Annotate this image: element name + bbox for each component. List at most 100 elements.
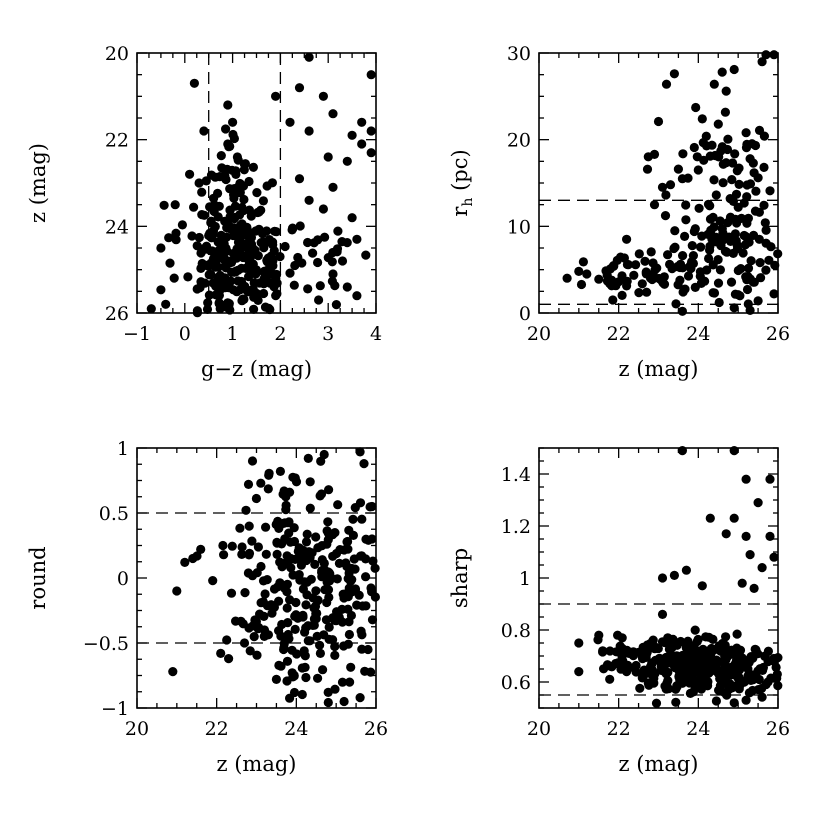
data-point <box>235 285 245 295</box>
data-point <box>716 241 726 251</box>
y-tick-label: 0 <box>519 303 531 325</box>
data-point <box>681 565 692 575</box>
data-point <box>361 250 371 260</box>
data-point <box>298 545 308 556</box>
data-point <box>754 125 765 135</box>
x-tick-label: 22 <box>607 323 631 345</box>
data-point <box>343 544 353 554</box>
data-point <box>333 226 343 236</box>
data-point <box>634 249 644 259</box>
data-point <box>249 632 259 642</box>
data-point <box>741 128 751 138</box>
data-point <box>240 588 250 598</box>
data-point <box>761 265 771 275</box>
data-point <box>235 179 245 189</box>
data-point <box>231 267 241 277</box>
data-point <box>284 634 294 644</box>
data-point <box>574 638 584 648</box>
data-point <box>227 541 237 551</box>
data-point <box>244 550 254 560</box>
y-axis-label: sharp <box>448 548 472 608</box>
data-point <box>282 551 292 561</box>
data-point <box>617 643 627 654</box>
data-point <box>705 241 715 251</box>
data-point <box>172 586 182 596</box>
data-point <box>317 567 327 578</box>
data-point <box>658 666 668 676</box>
data-point <box>347 213 357 223</box>
data-point <box>754 207 765 217</box>
data-point <box>642 164 653 174</box>
y-axis-label: z (mag) <box>26 143 50 223</box>
data-point <box>219 253 229 264</box>
data-point <box>562 273 572 283</box>
x-tick-label: 20 <box>125 718 149 740</box>
data-point <box>357 117 367 127</box>
data-point <box>242 230 252 241</box>
data-point <box>749 583 759 594</box>
data-point <box>218 540 228 551</box>
data-point <box>356 626 366 636</box>
data-point <box>252 568 262 578</box>
data-point <box>244 205 254 215</box>
data-point <box>237 296 247 306</box>
data-point <box>765 531 775 542</box>
data-point <box>628 647 638 657</box>
data-point <box>669 570 680 581</box>
data-point <box>322 577 332 587</box>
data-point <box>316 456 326 466</box>
data-point <box>219 171 230 181</box>
data-point <box>756 273 766 283</box>
data-point <box>755 258 765 268</box>
data-point <box>736 264 746 274</box>
data-point <box>689 142 699 153</box>
data-point <box>622 234 632 244</box>
data-point <box>330 281 340 291</box>
data-point <box>260 589 270 599</box>
data-point <box>207 246 217 256</box>
data-point <box>608 295 618 305</box>
data-point <box>731 656 742 666</box>
data-point <box>311 532 321 542</box>
data-point <box>236 616 246 626</box>
data-point <box>213 188 223 198</box>
data-point <box>294 83 305 93</box>
data-point <box>332 247 342 257</box>
data-point <box>370 563 380 573</box>
data-point <box>298 612 308 622</box>
data-point <box>772 673 782 683</box>
x-tick-label: 4 <box>370 323 382 345</box>
data-point <box>638 654 648 664</box>
data-point <box>313 673 323 683</box>
data-point <box>316 489 327 499</box>
data-point <box>328 182 338 192</box>
data-point <box>645 273 656 283</box>
data-point <box>301 537 312 547</box>
data-point <box>258 576 269 586</box>
y-axis-label: rh (pc) <box>448 149 476 216</box>
y-tick-label: 30 <box>507 43 531 65</box>
data-point <box>297 258 307 268</box>
data-point <box>199 210 209 220</box>
data-point <box>164 233 174 243</box>
data-point <box>765 474 775 484</box>
data-point <box>709 288 720 298</box>
y-tick-label: 26 <box>105 303 129 325</box>
data-point <box>196 263 206 273</box>
data-point <box>303 237 313 248</box>
data-point <box>245 250 255 260</box>
x-tick-label: 22 <box>205 718 229 740</box>
data-point <box>331 300 341 310</box>
data-point <box>711 190 721 200</box>
y-tick-label: 20 <box>105 43 129 65</box>
data-point <box>646 247 656 257</box>
data-point <box>244 176 254 187</box>
data-point <box>301 600 311 610</box>
data-point <box>720 107 731 117</box>
data-point <box>683 652 693 662</box>
data-point <box>753 649 763 659</box>
data-point <box>619 253 630 263</box>
data-point <box>180 557 190 568</box>
data-point <box>262 255 272 265</box>
data-point <box>661 190 671 200</box>
